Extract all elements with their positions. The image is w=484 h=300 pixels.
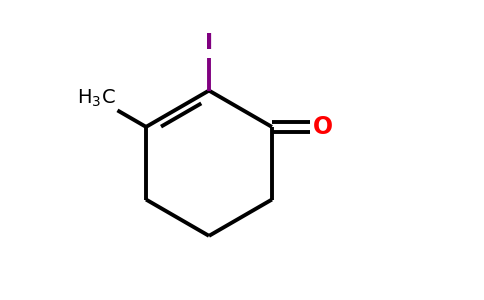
Text: I: I: [205, 33, 213, 52]
Text: O: O: [313, 115, 333, 139]
Text: $\mathregular{H_3C}$: $\mathregular{H_3C}$: [77, 87, 116, 109]
